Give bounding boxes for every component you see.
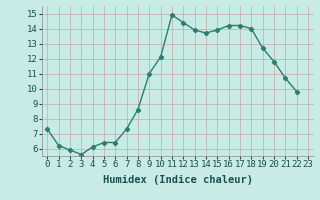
X-axis label: Humidex (Indice chaleur): Humidex (Indice chaleur) (103, 175, 252, 185)
